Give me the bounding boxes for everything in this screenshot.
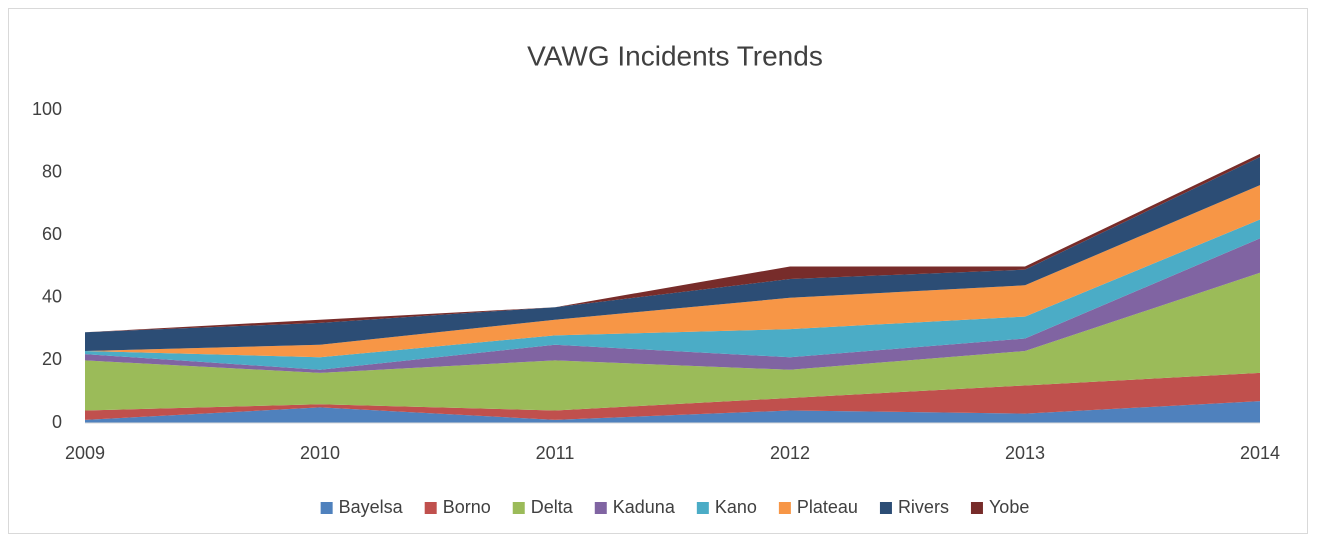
area <box>85 401 1260 423</box>
legend-swatch <box>970 502 983 514</box>
legend-label: Yobe <box>989 497 1029 517</box>
legend-label: Rivers <box>898 497 949 517</box>
area <box>85 372 1260 420</box>
area <box>85 156 1260 352</box>
legend-swatch <box>696 502 709 514</box>
legend-label: Kaduna <box>613 497 676 517</box>
legend-swatch <box>778 502 791 514</box>
x-tick-label: 2009 <box>65 443 105 463</box>
y-tick-label: 0 <box>52 412 62 432</box>
y-tick-label: 20 <box>42 349 62 369</box>
x-tick-label: 2012 <box>770 443 810 463</box>
legend-swatch <box>320 502 333 514</box>
area <box>85 272 1260 411</box>
area <box>85 185 1260 358</box>
legend-label: Plateau <box>797 497 858 517</box>
legend-label: Bayelsa <box>339 497 404 517</box>
legend-label: Delta <box>531 497 574 517</box>
x-tick-label: 2013 <box>1005 443 1045 463</box>
legend-swatch <box>594 502 607 514</box>
x-tick-label: 2014 <box>1240 443 1280 463</box>
x-tick-label: 2011 <box>536 443 575 463</box>
x-tick-label: 2010 <box>300 443 340 463</box>
chart-title: VAWG Incidents Trends <box>527 40 823 71</box>
y-tick-label: 100 <box>32 99 62 119</box>
legend-swatch <box>512 502 525 514</box>
y-tick-label: 40 <box>42 287 62 307</box>
legend-label: Kano <box>715 497 757 517</box>
area <box>85 219 1260 370</box>
y-tick-label: 60 <box>42 224 62 244</box>
y-tick-label: 80 <box>42 161 62 181</box>
legend-swatch <box>879 502 892 514</box>
legend-swatch <box>424 502 437 514</box>
legend-label: Borno <box>443 497 491 517</box>
